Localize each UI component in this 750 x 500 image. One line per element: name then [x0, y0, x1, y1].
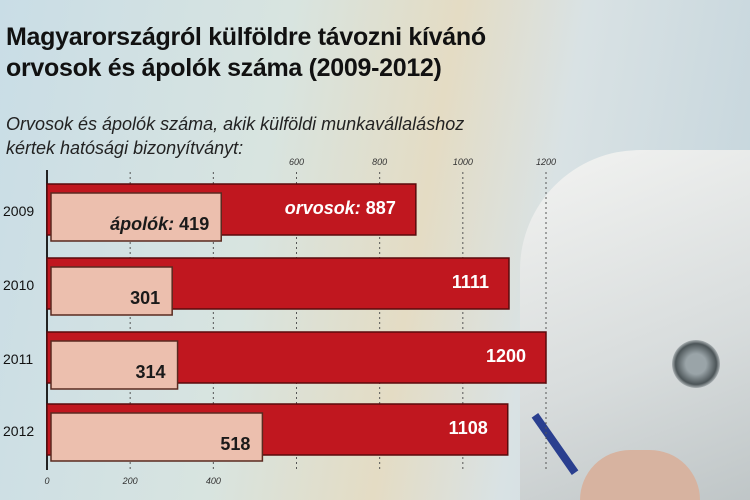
year-label: 2012 [3, 423, 34, 439]
tick-label-top: 600 [289, 157, 304, 167]
year-label: 2009 [3, 203, 34, 219]
bar-apolok [50, 266, 173, 316]
value-label-orvosok: orvosok: 887 [285, 198, 396, 218]
title-line-1: Magyarországról külföldre távozni kívánó [6, 23, 486, 51]
tick-label-bottom: 200 [122, 476, 138, 486]
year-label: 2010 [3, 277, 34, 293]
tick-label-top: 800 [372, 157, 387, 167]
value-label-apolok: 314 [136, 362, 166, 382]
value-label-orvosok: 1111 [452, 272, 489, 292]
stethoscope-image [672, 340, 720, 388]
series-prefix: ápolók: [110, 214, 179, 234]
tick-label-top: 1000 [453, 157, 473, 167]
value-label-orvosok: 1108 [449, 418, 488, 438]
chart-subtitle: Orvosok és ápolók száma, akik külföldi m… [6, 112, 464, 160]
chart-title: Magyarországról külföldre távozni kívánó… [6, 22, 486, 84]
subtitle-line-2: kértek hatósági bizonyítványt: [6, 138, 244, 158]
year-label: 2011 [3, 351, 33, 367]
tick-label-bottom: 400 [206, 476, 221, 486]
series-prefix: orvosok: [285, 198, 366, 218]
subtitle-line-1: Orvosok és ápolók száma, akik külföldi m… [6, 114, 465, 134]
title-line-2: orvosok és ápolók száma (2009-2012) [6, 54, 442, 82]
value-label-apolok: 301 [130, 288, 160, 308]
value-label-orvosok: 1200 [486, 346, 526, 366]
value-label-apolok: 518 [220, 434, 250, 454]
bar-apolok [50, 412, 264, 462]
tick-label-top: 1200 [536, 157, 556, 167]
bar-apolok [50, 192, 222, 242]
tick-label-bottom: 0 [44, 476, 49, 486]
bar-apolok [50, 340, 179, 390]
value-label-apolok: ápolók: 419 [110, 214, 209, 234]
